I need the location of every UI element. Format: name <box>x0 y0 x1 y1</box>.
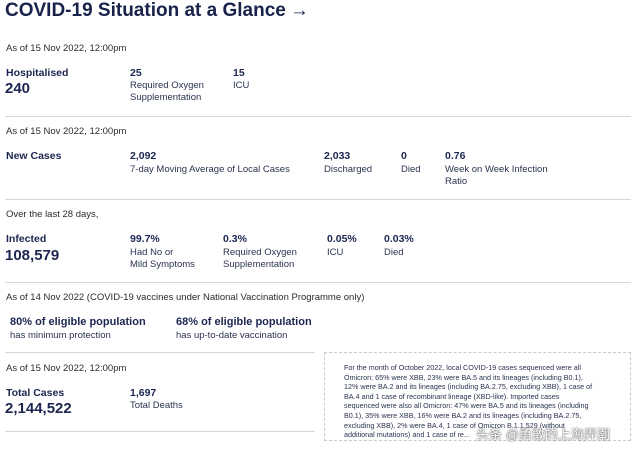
divider <box>5 199 631 200</box>
note-line: sequenced were also all Omicron: 47% wer… <box>344 401 589 411</box>
icu-count: 15 <box>233 67 245 79</box>
oxygen-count: 25 <box>130 67 142 79</box>
oxygen-label: Required Oxygen Supplementation <box>130 80 204 103</box>
watermark: 头条 @勇敢的上海弄潮 <box>476 427 610 442</box>
infected-died-label: Died <box>384 247 404 258</box>
icu-label: ICU <box>233 80 250 91</box>
total-deaths-value: 1,697 <box>130 387 157 399</box>
infected-timestamp: Over the last 28 days, <box>6 209 99 220</box>
note-line: additional mutations) and 1 case of re..… <box>344 430 470 440</box>
moving-average-label: 7-day Moving Average of Local Cases <box>130 164 290 175</box>
moving-average-value: 2,092 <box>130 150 157 162</box>
new-cases-timestamp: As of 15 Nov 2022, 12:00pm <box>6 126 127 137</box>
mild-value: 99.7% <box>130 233 160 245</box>
sequencing-note: For the month of October 2022, local COV… <box>324 352 631 441</box>
hospitalised-label: Hospitalised <box>6 67 69 79</box>
died-label: Died <box>401 164 421 175</box>
note-line: BA.4 and 1 case of recombinant lineage (… <box>344 391 560 401</box>
mild-label: Had No or Mild Symptoms <box>130 247 195 270</box>
infected-icu-value: 0.05% <box>327 233 357 245</box>
up-to-date-label: has up-to-date vaccination <box>176 330 288 341</box>
totals-timestamp: As of 15 Nov 2022, 12:00pm <box>6 363 127 374</box>
infection-ratio-value: 0.76 <box>445 150 466 162</box>
infection-ratio-label: Week on Week Infection Ratio <box>445 164 548 187</box>
minimum-protection-label: has minimum protection <box>10 330 111 341</box>
divider <box>5 282 631 283</box>
discharged-value: 2,033 <box>324 150 351 162</box>
note-line: For the month of October 2022, local COV… <box>344 363 581 372</box>
vaccination-timestamp: As of 14 Nov 2022 (COVID-19 vaccines und… <box>6 292 365 303</box>
infected-oxygen-value: 0.3% <box>223 233 247 245</box>
note-line: Omicron: 65% were XBB, 23% were BA.5 and… <box>344 372 583 382</box>
divider <box>5 352 315 353</box>
new-cases-label: New Cases <box>6 150 62 162</box>
discharged-label: Discharged <box>324 164 373 175</box>
note-line: 12% were BA.2 and its lineages (includin… <box>344 382 593 392</box>
note-line: excluding XBB), 2% were BA.4, 1 case of … <box>344 420 565 430</box>
died-value: 0 <box>401 150 407 162</box>
hospital-timestamp: As of 15 Nov 2022, 12:00pm <box>6 43 127 54</box>
infected-icu-label: ICU <box>327 247 344 258</box>
infected-oxygen-label: Required Oxygen Supplementation <box>223 247 297 270</box>
infected-label: Infected <box>6 233 47 245</box>
up-to-date-value: 68% of eligible population <box>176 316 312 328</box>
total-cases-label: Total Cases <box>6 387 65 399</box>
total-cases-value: 2,144,522 <box>5 400 72 417</box>
note-line: B0.1), 35% were XBB, 16% were BA.2 and i… <box>344 410 582 420</box>
hospitalised-total: 240 <box>5 80 31 97</box>
infected-total: 108,579 <box>5 247 60 264</box>
infected-died-value: 0.03% <box>384 233 414 245</box>
divider <box>5 116 631 117</box>
page-title[interactable]: COVID-19 Situation at a Glance → <box>5 0 309 22</box>
divider <box>5 431 315 432</box>
total-deaths-label: Total Deaths <box>130 400 183 411</box>
page-title-text: COVID-19 Situation at a Glance <box>5 0 286 21</box>
minimum-protection-value: 80% of eligible population <box>10 316 146 328</box>
arrow-right-icon[interactable]: → <box>289 0 309 21</box>
